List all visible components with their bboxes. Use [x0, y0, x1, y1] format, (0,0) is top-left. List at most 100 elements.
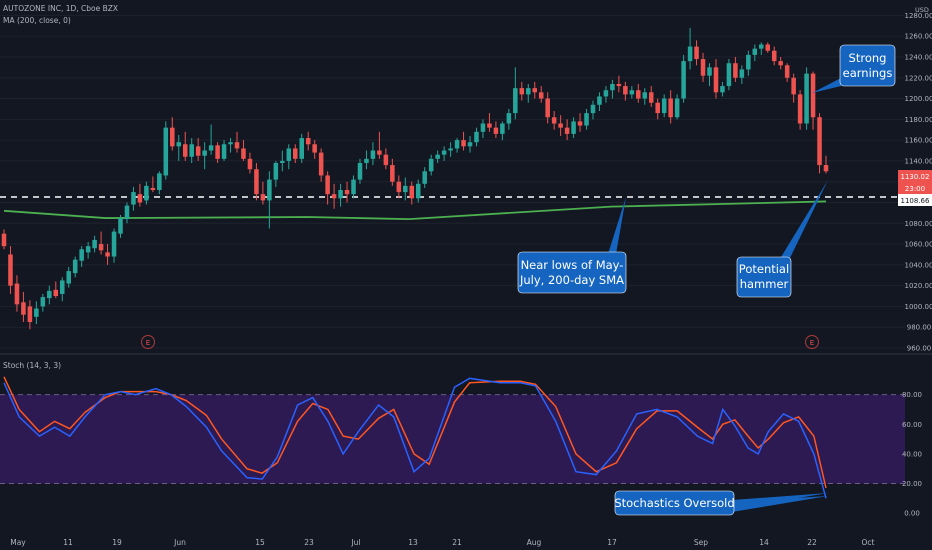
candle-body [454, 140, 460, 149]
candle-body [260, 194, 266, 201]
price-tick-label: 1200.00 [905, 95, 932, 103]
candle-body [79, 249, 84, 261]
candle-body [713, 67, 719, 93]
candle-body [292, 148, 298, 159]
candle-body [616, 83, 622, 87]
candle-body [506, 113, 512, 124]
countdown-value: 23:00 [905, 185, 925, 193]
candle-body [590, 104, 596, 114]
callout-near-lows-line1: Near lows of May- [521, 258, 624, 272]
candle-body [234, 142, 240, 149]
candle-body [487, 123, 492, 128]
candle-body [493, 127, 499, 134]
candle-body [655, 102, 660, 114]
time-axis[interactable]: May 11 19 Jun 15 23 Jul 13 21 Aug 17 Sep 14 22 Oct [10, 538, 874, 547]
reference-price-tag: 1108.66 [898, 194, 932, 206]
candle-body [118, 218, 123, 234]
currency-label: USD [915, 6, 929, 14]
stoch-pane[interactable] [0, 376, 905, 499]
candle-body [163, 127, 169, 176]
candle-body [338, 190, 343, 199]
price-tick-label: 1000.00 [905, 303, 932, 311]
price-tick-label: 1060.00 [905, 241, 932, 249]
candle-body [694, 46, 699, 60]
candle-body [267, 179, 272, 201]
candle-body [40, 297, 46, 307]
candle-body [480, 123, 486, 132]
callout-near-lows-line2: July, 200-day SMA [519, 273, 624, 287]
candle-body [746, 54, 751, 70]
price-tick-label: 1140.00 [905, 157, 932, 165]
price-tick-label: 1180.00 [905, 116, 932, 124]
candle-body [254, 169, 259, 195]
price-tick-label: 1020.00 [905, 282, 932, 290]
time-axis-label: 19 [112, 538, 122, 547]
candle-body [571, 121, 576, 134]
reference-price-value: 1108.66 [901, 197, 930, 205]
candle-body [823, 165, 829, 172]
candle-body [707, 67, 712, 76]
candle-body [131, 192, 136, 205]
candle-body [636, 90, 641, 99]
callout-strong-earnings-line2: earnings [843, 66, 893, 80]
time-axis-label: 14 [759, 538, 769, 547]
callout-potential-hammer-line1: Potential [739, 262, 789, 276]
candle-body [66, 271, 71, 284]
time-axis-label: Sep [694, 538, 708, 547]
candle-body [241, 148, 246, 159]
candlestick-series [1, 27, 829, 330]
last-price-value: 1130.02 [901, 173, 930, 181]
candle-body [364, 158, 369, 163]
candle-body [623, 86, 628, 95]
price-tick-label: 1260.00 [905, 33, 932, 41]
callout-strong-earnings-line1: Strong [849, 51, 887, 65]
callout-strong-earnings: Strong earnings [812, 44, 896, 93]
candle-body [661, 98, 667, 114]
candle-body [34, 308, 39, 317]
stoch-tick-label: 20.00 [902, 480, 922, 488]
candle-body [804, 73, 809, 124]
earnings-marker-2[interactable]: E [805, 335, 819, 349]
candle-body [791, 77, 796, 95]
candle-body [551, 117, 557, 124]
stoch-axis[interactable]: 80.00 60.00 40.00 20.00 0.00 [902, 391, 922, 518]
candle-body [344, 190, 350, 195]
ma200-line [3, 200, 827, 221]
candle-body [752, 48, 758, 55]
candle-body [273, 162, 279, 180]
time-axis-label: Jul [350, 538, 360, 547]
candle-body [648, 92, 654, 103]
time-axis-label: Aug [527, 538, 542, 547]
stoch-indicator-label: Stoch (14, 3, 3) [3, 361, 61, 370]
candle-body [189, 144, 194, 157]
time-axis-label: 11 [63, 538, 73, 547]
candle-body [170, 127, 175, 147]
candle-body [27, 306, 33, 323]
callout-stochastics-oversold: Stochastics Oversold [614, 490, 828, 516]
candle-body [396, 181, 402, 193]
candle-body [564, 127, 570, 134]
stoch-d-line [3, 376, 827, 489]
candle-body [448, 148, 453, 151]
time-axis-label: May [10, 538, 26, 547]
candle-body [526, 88, 531, 95]
candle-body [72, 259, 78, 274]
candle-body [286, 148, 292, 161]
candle-body [558, 123, 563, 128]
candle-body [784, 65, 790, 78]
candle-body [228, 142, 233, 145]
candle-body [8, 254, 13, 286]
time-axis-label: Jun [173, 538, 186, 547]
candle-body [597, 96, 602, 105]
stoch-tick-label: 60.00 [902, 421, 922, 429]
main-pane[interactable] [0, 14, 905, 349]
price-tick-label: 1040.00 [905, 261, 932, 269]
candle-body [351, 179, 356, 195]
chart-title: AUTOZONE INC, 1D, Cboe BZX [3, 4, 118, 13]
candle-body [299, 138, 304, 159]
candle-body [778, 61, 783, 66]
candle-body [150, 187, 156, 191]
earnings-marker-1[interactable]: E [141, 335, 155, 349]
price-axis[interactable]: USD 1280.001260.001240.001220.001200.001… [898, 6, 932, 353]
